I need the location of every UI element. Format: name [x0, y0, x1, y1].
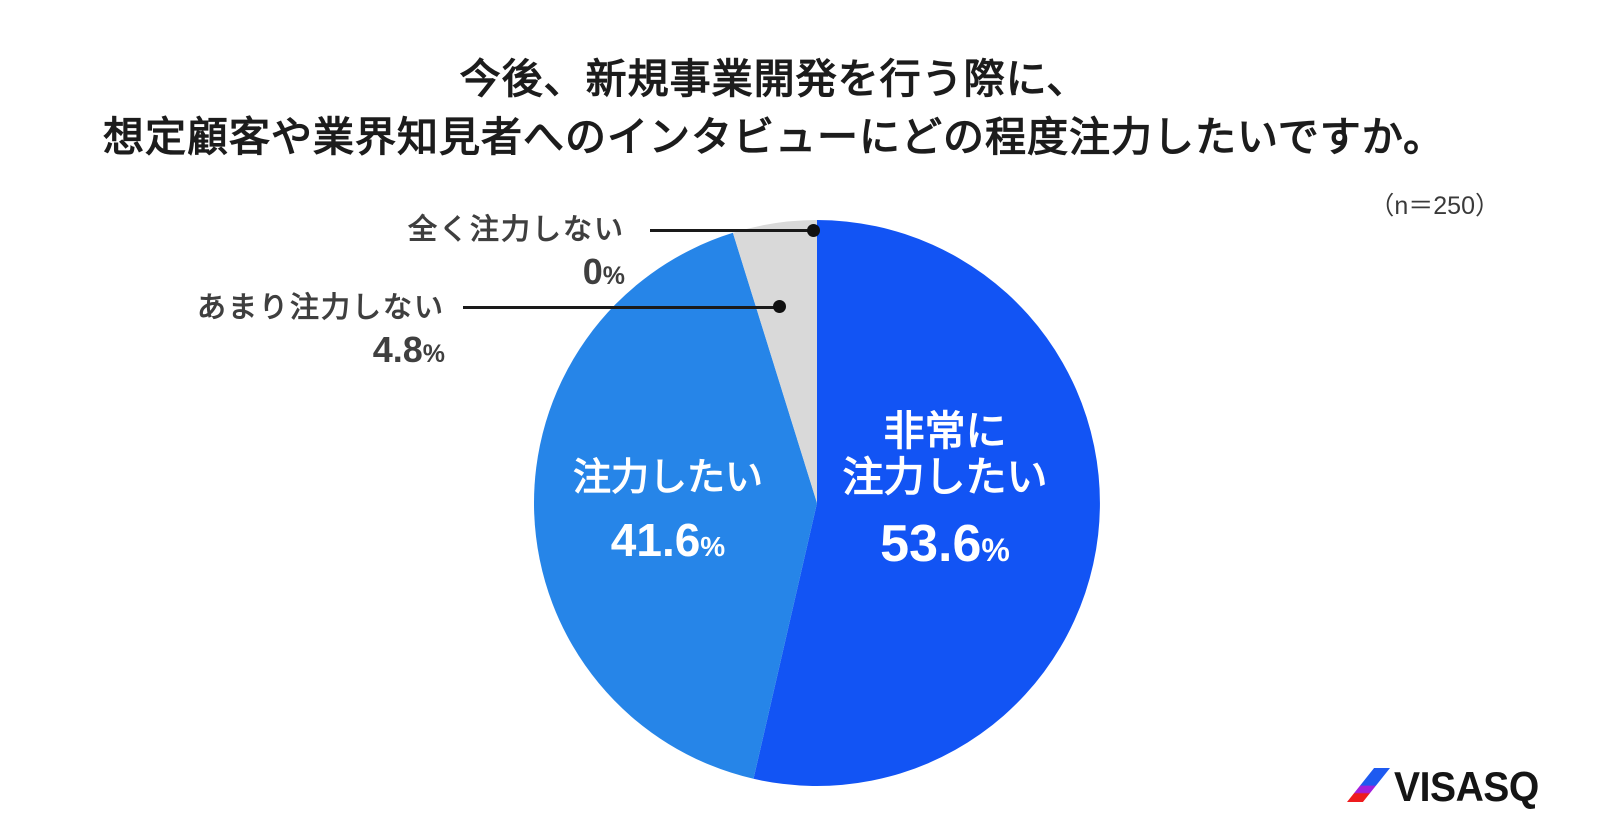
percent-number: 4.8: [372, 329, 423, 370]
leader-line-not-much: [463, 306, 777, 309]
percent-sign: %: [981, 532, 1010, 568]
slice-name: 非常に 注力したい: [843, 408, 1048, 500]
visasq-wordmark: VISASQ: [1394, 763, 1539, 810]
slice-label-not-at-all: 全く注力しない 0%: [0, 212, 625, 296]
percent-sign: %: [422, 340, 445, 368]
leader-line-not-at-all: [650, 229, 810, 232]
pie-slice-2: [732, 220, 817, 503]
slice-percent: 4.8%: [0, 330, 445, 374]
leader-dot-not-much: [773, 300, 786, 313]
slice-name: 注力したい: [573, 456, 763, 500]
sample-size-note: （n＝250）: [1369, 192, 1500, 220]
slice-name: あまり注力しない: [196, 292, 445, 324]
chart-title-line2: 想定顧客や業界知見者へのインタビューにどの程度注力したいですか。: [103, 114, 1445, 160]
percent-number: 53.6: [880, 515, 982, 573]
slice-name-line1: 非常に: [883, 408, 1007, 454]
slice-name: 全く注力しない: [407, 214, 625, 246]
leader-dot-not-at-all: [807, 224, 820, 237]
pie-slice-0: [753, 220, 1100, 786]
slice-label-very-focused: 非常に 注力したい 53.6%: [843, 408, 1048, 576]
percent-sign: %: [602, 262, 625, 290]
slice-label-focused: 注力したい 41.6%: [573, 456, 763, 571]
slice-name-line1: 注力したい: [572, 457, 764, 499]
percent-sign: %: [700, 531, 726, 562]
pie-slice-1: [533, 232, 817, 779]
percent-number: 0: [582, 251, 603, 292]
slice-percent: 53.6%: [843, 518, 1048, 576]
slice-label-not-much: あまり注力しない 4.8%: [0, 290, 445, 374]
slice-percent: 41.6%: [573, 516, 763, 571]
slice-name-line2: 注力したい: [842, 454, 1048, 500]
slice-percent: 0%: [0, 252, 625, 296]
chart-title: 今後、新規事業開発を行う際に、 想定顧客や業界知見者へのインタビューにどの程度注…: [0, 50, 1548, 166]
chart-title-line1: 今後、新規事業開発を行う際に、: [459, 56, 1089, 102]
percent-number: 41.6: [610, 514, 701, 566]
